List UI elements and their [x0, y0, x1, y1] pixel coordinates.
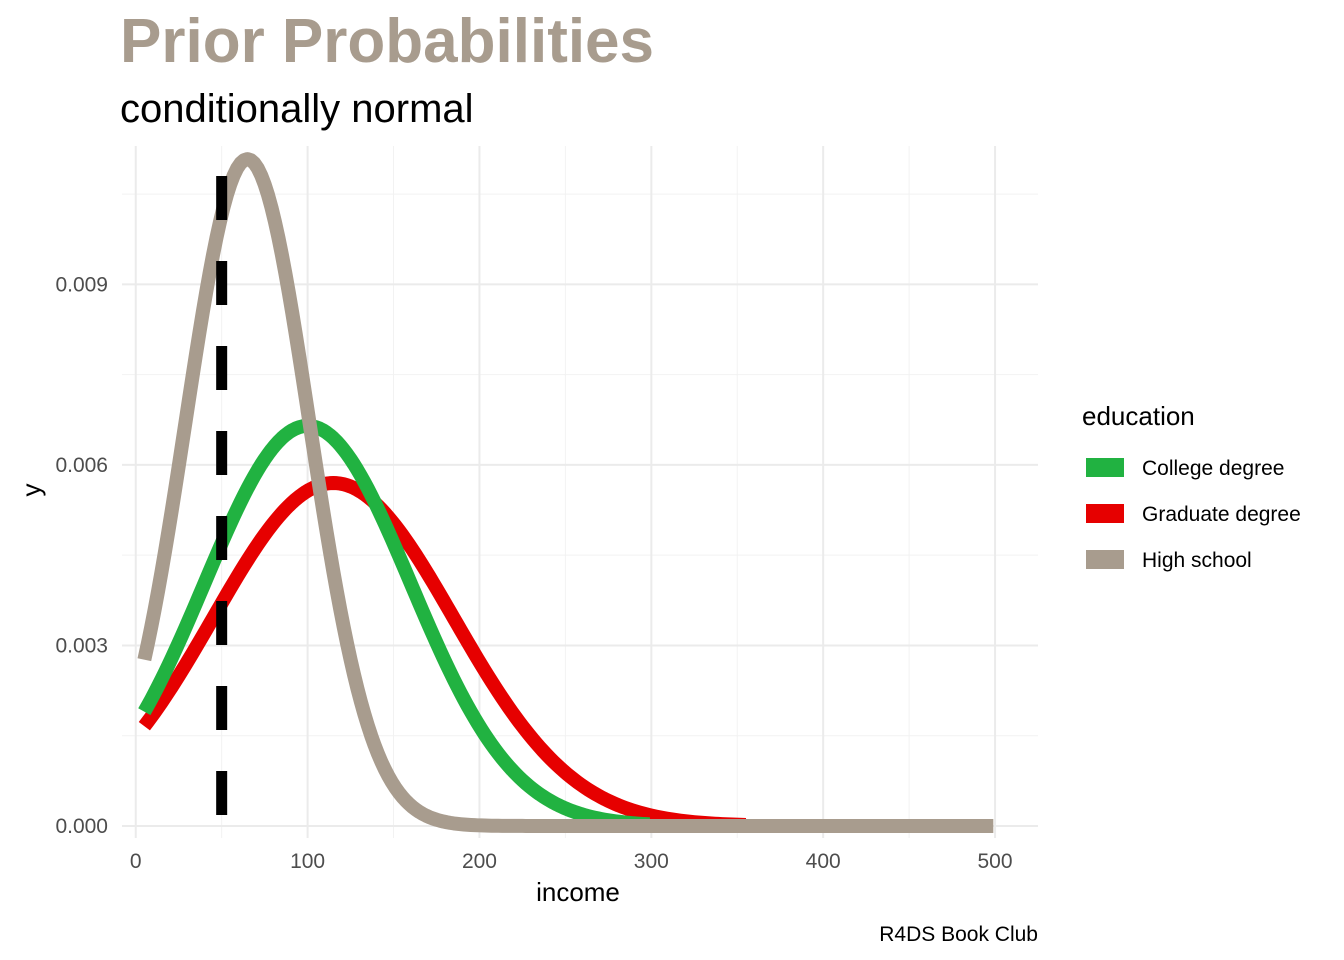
legend-label: High school [1142, 549, 1252, 572]
chart-subtitle: conditionally normal [120, 87, 474, 131]
legend-label: College degree [1142, 457, 1284, 480]
x-tick-label: 300 [634, 850, 669, 873]
caption: R4DS Book Club [879, 923, 1038, 946]
series-layer [137, 152, 997, 833]
legend-items: College degree Graduate degree High school [1086, 457, 1301, 572]
y-tick-label: 0.009 [55, 273, 108, 296]
x-tick-label: 500 [978, 850, 1013, 873]
series-line-college-degree [138, 418, 654, 832]
grid-major [122, 146, 1038, 838]
x-tick-label: 0 [130, 850, 142, 873]
y-tick-label: 0.000 [55, 815, 108, 838]
series-line-graduate-degree [138, 476, 750, 832]
y-axis-title: y [16, 484, 46, 497]
x-tick-label: 100 [290, 850, 325, 873]
x-tick-label: 200 [462, 850, 497, 873]
x-tick-label: 400 [806, 850, 841, 873]
legend-title: education [1082, 401, 1195, 431]
legend-key [1086, 458, 1124, 477]
series-line-high-school [137, 152, 997, 833]
x-axis-title: income [536, 877, 620, 907]
x-tick-labels: 0 100 200 300 400 500 [130, 850, 1013, 873]
legend-label: Graduate degree [1142, 503, 1301, 526]
legend: education College degree Graduate degree H… [1082, 401, 1301, 572]
chart-title: Prior Probabilities [120, 7, 654, 76]
legend-key [1086, 550, 1124, 569]
grid-minor [122, 146, 1038, 838]
y-tick-label: 0.006 [55, 454, 108, 477]
y-tick-label: 0.003 [55, 634, 108, 657]
y-tick-labels: 0.000 0.003 0.006 0.009 [55, 273, 108, 838]
legend-key [1086, 504, 1124, 523]
